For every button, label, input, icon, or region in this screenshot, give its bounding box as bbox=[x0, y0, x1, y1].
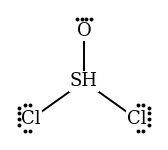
Text: SH: SH bbox=[70, 72, 98, 90]
Text: O: O bbox=[77, 22, 91, 40]
Text: Cl: Cl bbox=[127, 110, 147, 128]
Text: Cl: Cl bbox=[21, 110, 41, 128]
